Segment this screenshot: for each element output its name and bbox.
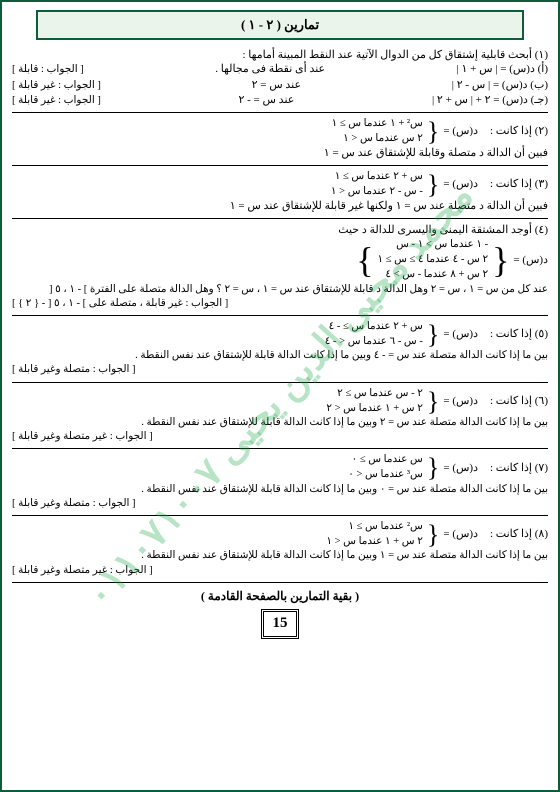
brace-icon: { [492,253,509,267]
q6-head: (٦) إذا كانت : [490,394,548,409]
q5-ans: [ الجواب : متصلة وغير قابلة ] [12,363,136,377]
q1b-pt: عند س = ٢ [252,78,301,93]
q5-head: (٥) إذا كانت : [490,327,548,342]
q4-r1: - ١ عندما س > ١ - س [377,238,488,252]
q6-ans: [ الجواب : غير متصلة وغير قابلة ] [12,430,153,444]
q2-head: (۲) إذا كانت : [490,124,548,139]
q4-head: (٤) أوجد المشتقة اليمنى واليسرى للدالة د… [12,223,548,238]
q1-head: (۱) أبحث قابلية إشتقاق كل من الدوال الآت… [12,48,548,63]
q6-l2: بين ما إذا كانت الدالة متصلة عند س = ٢ و… [12,416,548,430]
divider [12,165,548,166]
brace-icon: } [356,253,373,267]
q4: (٤) أوجد المشتقة اليمنى واليسرى للدالة د… [12,223,548,311]
q3: (۳) إذا كانت : د(س) = { س + ٢ عندما س ≥ … [12,170,548,214]
q4-r2: ٢ س - ٤ عندما ٤ ≥ س ≥ ١ [377,253,488,267]
footer-note: ( بقية التمارين بالصفحة القادمة ) [12,587,548,605]
q4-ans: [ الجواب : غير قابلة ، متصلة على ] - ١ ،… [12,297,228,311]
q7-dlabel: د(س) = [443,461,478,476]
page-number: 15 [261,609,299,639]
brace-icon: { [427,178,439,191]
q8-r2: ٢ س + ١ عندما س < ١ [326,535,423,549]
brace-icon: { [427,328,439,341]
divider [12,582,548,583]
brace-icon: { [427,461,439,474]
q1c-ans: [ الجواب : غير قابلة ] [12,94,101,108]
q6-dlabel: د(س) = [443,394,478,409]
divider [12,315,548,316]
q1c-pt: عند س = - ٢ [238,93,294,108]
q1a-ans: [ الجواب : قابلة ] [12,63,84,77]
q8-head: (٨) إذا كانت : [490,527,548,542]
q7-ans: [ الجواب : متصلة وغير قابلة ] [12,497,136,511]
q7-head: (٧) إذا كانت : [490,461,548,476]
q1a-fn: (أ) د(س) = | س + ١ | [457,62,548,77]
divider [12,382,548,383]
brace-icon: { [427,395,439,408]
q2-dlabel: د(س) = [443,124,478,139]
q2-r2: ٢ س عندما س < ١ [332,132,423,146]
q6-r2: ٢ س + ١ عندما س < ٢ [326,402,423,416]
divider [12,112,548,113]
q8-ans: [ الجواب : غير متصلة وغير قابلة ] [12,564,153,578]
q6-r1: ٢ - س عندما س ≥ ٢ [326,387,423,401]
brace-icon: { [427,125,439,138]
q7-r1: س عندما س ≥ ٠ [348,453,423,467]
q3-head: (۳) إذا كانت : [490,177,548,192]
q2-r1: س² + ١ عندما س ≥ ١ [332,117,423,131]
q6: (٦) إذا كانت : د(س) = { ٢ - س عندما س ≥ … [12,387,548,445]
q1c-fn: (جـ) د(س) = ٢ + | س + ٢ | [432,93,548,108]
q1: (۱) أبحث قابلية إشتقاق كل من الدوال الآت… [12,48,548,108]
q3-tail: فبين أن الدالة د متصلة عند س = ١ ولكنها … [12,199,548,214]
divider [12,515,548,516]
q7-r2: س³ عندما س < ٠ [348,468,423,482]
divider [12,218,548,219]
brace-icon: { [427,528,439,541]
q7-l2: بين ما إذا كانت الدالة متصلة عند س = ٠ و… [12,483,548,497]
q8: (٨) إذا كانت : د(س) = { س² عندما س ≥ ١ ٢… [12,520,548,578]
q2-tail: فبين أن الدالة د متصلة وقابلة للإشتقاق ع… [12,146,548,161]
q1b-fn: (ب) د(س) = | س - ٢ | [452,78,548,93]
q4-dlabel: د(س) = [513,253,548,268]
divider [12,448,548,449]
q5-dlabel: د(س) = [443,327,478,342]
q8-l2: بين ما إذا كانت الدالة متصلة عند س = ١ و… [12,549,548,563]
q1b-ans: [ الجواب : غير قابلة ] [12,79,101,93]
q8-dlabel: د(س) = [443,527,478,542]
q4-line2: عند كل من س = ١ ، س = ٢ وهل الدالة د قاب… [12,283,548,297]
title-box: تمارين ( ۲ - ۱ ) [36,10,524,40]
q5-r2: - س - ٦ عندما س < - ٤ [325,335,423,349]
q2: (۲) إذا كانت : د(س) = { س² + ١ عندما س ≥… [12,117,548,161]
q1a-pt: عند أى نقطة فى مجالها . [215,62,325,77]
q5: (٥) إذا كانت : د(س) = { س + ٢ عندما س ≥ … [12,320,548,378]
q5-l2: بين ما إذا كانت الدالة متصلة عند س = - ٤… [12,349,548,363]
q5-r1: س + ٢ عندما س ≥ - ٤ [325,320,423,334]
q7: (٧) إذا كانت : د(س) = { س عندما س ≥ ٠ س³… [12,453,548,511]
q4-r3: ٢ س + ٨ عندما - س > ٤ [377,268,488,282]
q3-dlabel: د(س) = [443,177,478,192]
q8-r1: س² عندما س ≥ ١ [326,520,423,534]
q3-r2: - س - ٢ عندما س < ١ [331,185,423,199]
q3-r1: س + ٢ عندما س ≥ ١ [331,170,423,184]
